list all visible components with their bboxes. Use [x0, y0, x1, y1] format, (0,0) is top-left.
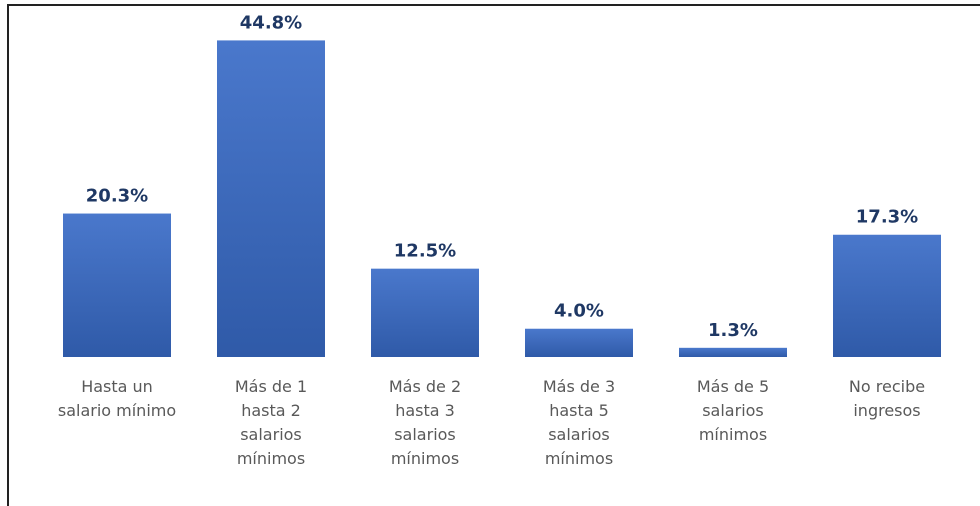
- bar: [63, 213, 171, 357]
- bar: [371, 268, 479, 357]
- value-label: 12.5%: [394, 241, 456, 262]
- bar: [833, 234, 941, 357]
- bar: [679, 347, 787, 357]
- x-tick-label: No recibe ingresos: [848, 377, 926, 420]
- value-label: 1.3%: [708, 320, 758, 341]
- value-label: 44.8%: [240, 12, 302, 33]
- value-label: 20.3%: [86, 186, 148, 207]
- value-label: 4.0%: [554, 301, 604, 322]
- bar: [217, 40, 325, 358]
- x-tick-label: Más de 2 hasta 3 salarios mínimos: [388, 377, 462, 468]
- x-tick-label: Más de 1 hasta 2 salarios mínimos: [234, 377, 308, 468]
- x-tick-label: Más de 3 hasta 5 salarios mínimos: [542, 377, 616, 468]
- x-tick-label: Hasta un salario mínimo: [57, 377, 177, 420]
- bar: [525, 328, 633, 357]
- value-label: 17.3%: [856, 207, 918, 228]
- x-tick-label: Más de 5 salarios mínimos: [696, 377, 770, 444]
- frame: [7, 4, 980, 506]
